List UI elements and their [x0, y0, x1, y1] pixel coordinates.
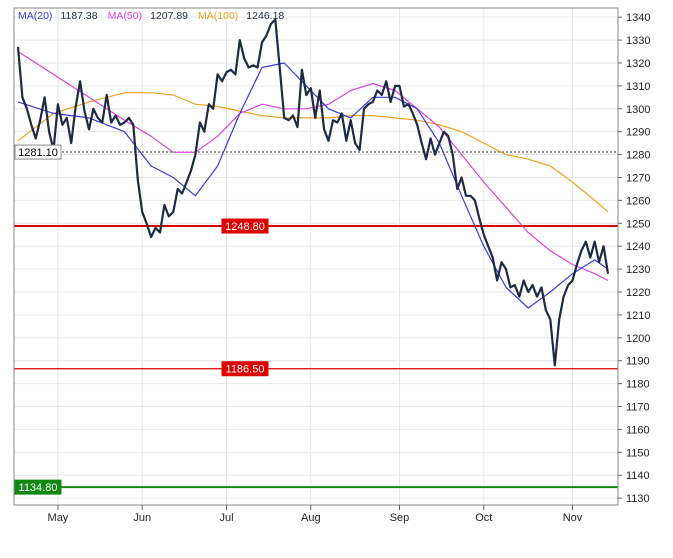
y-tick-label: 1330 [626, 35, 650, 47]
y-axis: 1130 1140 1150 1160 1170 1180 1190 1200 1210 1220… [618, 12, 650, 505]
x-tick-label: May [48, 512, 69, 524]
y-tick-label: 1220 [626, 287, 650, 299]
y-tick-label: 1170 [626, 402, 650, 414]
y-tick-label: 1340 [626, 12, 650, 24]
legend-value: 1207.89 [150, 10, 188, 22]
y-tick-label: 1310 [626, 81, 650, 93]
y-tick-label: 1160 [626, 424, 650, 436]
legend-value: 1187.38 [60, 10, 97, 22]
y-tick-label: 1280 [626, 150, 650, 162]
legend-label: MA(20) [18, 10, 52, 22]
y-tick-label: 1270 [626, 172, 650, 184]
x-tick-label: Nov [563, 512, 583, 524]
y-tick-label: 1250 [626, 218, 650, 230]
y-tick-label: 1230 [626, 264, 650, 276]
y-tick-label: 1180 [626, 379, 650, 391]
y-tick-label: 1150 [626, 447, 650, 459]
level-labels: 1281.10 1248.80 1186.50 1134.80 [14, 144, 269, 495]
plot-frame [13, 7, 619, 506]
series-lines [16, 18, 610, 367]
x-tick-label: Jun [133, 512, 151, 524]
level-label-box [14, 479, 62, 495]
horizontal-levels [14, 151, 618, 489]
y-tick-label: 1130 [626, 493, 650, 505]
ma-50-line [17, 50, 609, 282]
legend-value: 1246.18 [246, 10, 284, 22]
level-label-box [14, 144, 62, 160]
x-axis: May Jun Jul Aug Sep Oct Nov [48, 505, 583, 524]
level-label: 1248.80 [225, 221, 265, 233]
x-tick-label: Jul [219, 512, 233, 524]
level-label-box [221, 361, 269, 377]
y-tick-label: 1300 [626, 104, 650, 116]
level-label-box [221, 218, 269, 234]
x-tick-label: Sep [390, 512, 410, 524]
level-label: 1186.50 [226, 364, 265, 376]
y-tick-label: 1190 [626, 356, 650, 368]
plot-background [14, 8, 618, 505]
y-tick-label: 1290 [626, 127, 650, 139]
y-tick-label: 1140 [626, 470, 650, 482]
legend-label: MA(100) [198, 10, 238, 22]
y-tick-label: 1240 [626, 241, 650, 253]
x-tick-label: Oct [475, 512, 492, 524]
y-tick-label: 1260 [626, 195, 650, 207]
legend-label: MA(50) [108, 10, 142, 22]
level-label: 1134.80 [19, 482, 58, 494]
price-line [16, 18, 610, 367]
ma-20-line [17, 62, 609, 309]
y-tick-label: 1320 [626, 58, 650, 70]
y-tick-label: 1210 [626, 310, 650, 322]
y-tick-label: 1200 [626, 333, 650, 345]
level-label: 1281.10 [18, 147, 58, 159]
legend: MA(20) 1187.38 MA(50) 1207.89 MA(100) 1246.18 [18, 10, 284, 22]
x-tick-label: Aug [301, 512, 321, 524]
